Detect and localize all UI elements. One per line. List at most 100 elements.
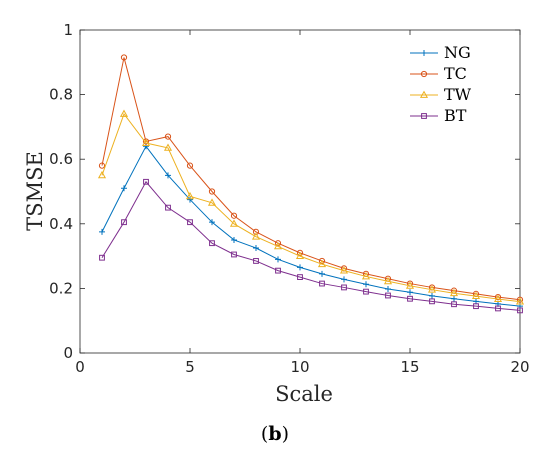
data-point-bt <box>165 204 171 211</box>
data-point-bt <box>99 254 105 261</box>
data-point-ng <box>99 228 105 235</box>
data-point-tc <box>274 240 282 247</box>
data-point-ng <box>451 295 457 302</box>
y-tick-label: 0.2 <box>49 279 73 297</box>
data-point-tw <box>141 138 151 146</box>
legend-marker <box>421 50 427 56</box>
data-point-bt <box>341 284 347 291</box>
data-point-bt <box>517 307 523 314</box>
caption-close: ) <box>282 423 289 445</box>
data-point-bt <box>143 178 149 185</box>
legend-marker <box>421 113 427 119</box>
x-tick-label: 15 <box>400 358 419 376</box>
data-point-tw <box>163 143 173 151</box>
legend-item-bt: BT <box>410 106 467 125</box>
legend-marker <box>420 70 428 78</box>
ticks: 0 5 10 15 20 0 0.2 0.4 0.6 0.8 1 <box>49 21 529 376</box>
data-point-tw <box>493 294 503 302</box>
data-point-tc <box>164 133 172 140</box>
y-tick-label: 0.8 <box>49 86 73 104</box>
data-point-bt <box>297 274 303 280</box>
data-point-tc <box>230 212 238 219</box>
data-point-tc <box>516 296 524 303</box>
data-point-ng <box>385 286 391 293</box>
caption-open: ( <box>261 423 268 445</box>
data-point-tw <box>449 288 459 297</box>
x-tick-label: 0 <box>75 358 85 376</box>
legend-item-tw: TW <box>410 85 472 104</box>
data-point-ng <box>231 236 237 243</box>
x-tick-label: 5 <box>185 358 195 376</box>
data-point-tw <box>119 109 129 117</box>
data-point-ng <box>319 270 325 277</box>
data-point-tw <box>361 272 371 280</box>
legend-label: TC <box>444 64 467 83</box>
data-point-bt <box>231 251 237 258</box>
data-point-bt <box>363 288 369 295</box>
data-point-tc <box>318 257 326 265</box>
data-point-tw <box>251 232 261 240</box>
legend-label: BT <box>444 106 467 125</box>
data-point-tc <box>208 188 216 195</box>
data-point-bt <box>473 303 479 310</box>
data-point-tc <box>186 162 194 169</box>
data-point-bt <box>209 240 215 247</box>
data-point-tc <box>296 249 304 256</box>
y-tick-label: 0.4 <box>49 215 73 233</box>
x-tick-label: 20 <box>510 358 529 376</box>
x-axis-title: Scale <box>275 382 333 406</box>
series-tw <box>97 109 525 305</box>
legend-marker <box>419 90 429 98</box>
data-point-tw <box>229 219 239 227</box>
data-point-ng <box>275 256 281 263</box>
data-point-ng <box>121 185 127 192</box>
legend-label: NG <box>444 43 471 62</box>
data-point-bt <box>187 219 193 226</box>
series-ng <box>99 143 523 310</box>
data-point-tc <box>98 162 106 169</box>
data-point-ng <box>407 289 413 296</box>
data-point-tw <box>317 259 327 268</box>
data-point-tw <box>185 191 195 200</box>
data-point-tc <box>252 228 260 235</box>
data-point-ng <box>209 219 215 226</box>
series-line-bt <box>101 180 521 311</box>
data-point-tw <box>207 198 217 206</box>
series-line-tw <box>101 112 521 303</box>
data-point-tw <box>339 266 349 274</box>
data-point-ng <box>341 276 347 283</box>
legend: NG TC TW BT <box>410 43 472 125</box>
series-line-tc <box>101 57 521 301</box>
caption-letter: b <box>268 423 281 445</box>
legend-item-ng: NG <box>410 43 471 62</box>
legend-label: TW <box>444 85 472 104</box>
data-point-ng <box>363 281 369 288</box>
data-point-tw <box>295 251 305 259</box>
data-point-bt <box>253 258 259 264</box>
legend-item-tc: TC <box>410 64 467 83</box>
y-tick-label: 1 <box>63 21 73 39</box>
data-point-bt <box>407 295 413 302</box>
data-point-ng <box>429 292 435 299</box>
data-point-tc <box>120 54 128 61</box>
data-point-tc <box>494 294 502 301</box>
data-point-tw <box>471 291 481 300</box>
data-point-bt <box>275 267 281 274</box>
series-line-ng <box>101 145 521 307</box>
data-point-bt <box>429 298 435 305</box>
data-point-ng <box>187 196 193 203</box>
data-point-ng <box>165 172 171 179</box>
data-point-tw <box>405 281 415 289</box>
caption: (b) <box>261 423 289 445</box>
y-tick-label: 0 <box>63 344 73 362</box>
data-point-ng <box>253 245 259 252</box>
data-point-bt <box>121 219 127 226</box>
series-layer <box>97 54 525 314</box>
x-tick-label: 10 <box>290 358 309 376</box>
data-point-bt <box>319 280 325 287</box>
data-point-tw <box>383 276 393 285</box>
series-tc <box>98 54 524 303</box>
data-point-ng <box>297 264 303 271</box>
data-point-tw <box>427 285 437 293</box>
